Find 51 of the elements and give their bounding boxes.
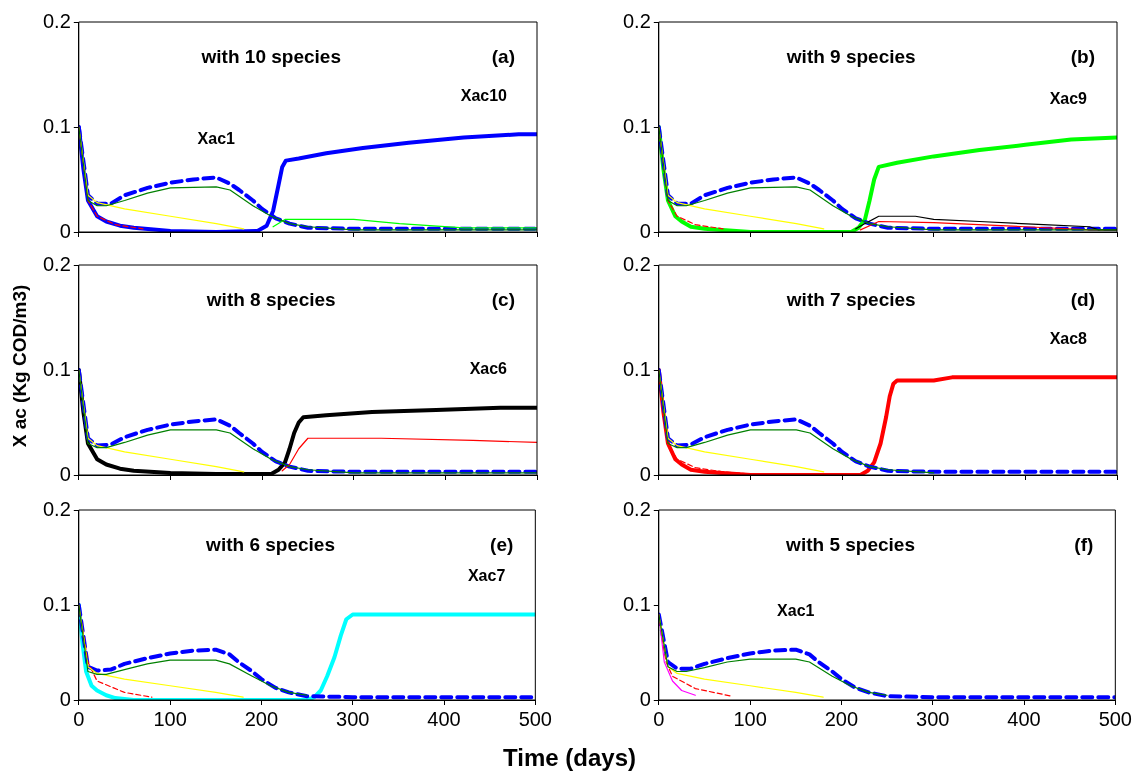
annotation: (d) [1070, 289, 1095, 311]
y-tick-label: 0 [639, 462, 651, 485]
series-label: Xac8 [1049, 329, 1088, 347]
y-tick-label: 0 [639, 219, 651, 242]
y-tick-label: 0 [59, 462, 71, 485]
series-label: Xac1 [777, 602, 815, 620]
y-tick-label: 0.1 [42, 114, 71, 137]
y-tick-label: 0.2 [622, 497, 651, 520]
x-axis-title: Time (days) [502, 744, 637, 772]
x-tick-label: 0 [653, 707, 665, 730]
x-tick-label: 200 [824, 707, 859, 730]
annotation: (c) [491, 289, 515, 311]
text: with 8 species [205, 289, 336, 311]
annotation: (e) [490, 534, 514, 556]
y-tick-label: 0 [59, 687, 71, 710]
x-tick-label: 500 [518, 707, 552, 730]
x-tick-label: 400 [427, 707, 461, 730]
y-tick-label: 0.2 [622, 9, 651, 32]
y-tick-label: 0.1 [42, 357, 71, 380]
y-tick-label: 0.1 [622, 114, 651, 137]
x-tick-label: 500 [1098, 707, 1132, 730]
annotation: (a) [491, 46, 515, 68]
text: with 9 species [785, 46, 916, 68]
text: with 7 species [785, 289, 916, 311]
y-axis-title: X ac (Kg COD/m3) [9, 283, 31, 450]
text: with 5 species [785, 534, 915, 556]
y-tick-label: 0.1 [42, 592, 71, 615]
x-tick-label: 300 [336, 707, 370, 730]
y-tick-label: 0.2 [42, 497, 71, 520]
x-tick-label: 200 [244, 707, 279, 730]
text: with 6 species [205, 534, 335, 556]
x-tick-label: 0 [73, 707, 85, 730]
series-label: Xac6 [469, 360, 508, 378]
series-label: Xac9 [1049, 89, 1088, 107]
text: with 10 species [200, 46, 341, 68]
x-tick-label: 100 [153, 707, 187, 730]
y-tick-label: 0.2 [42, 9, 71, 32]
annotation: (f) [1074, 534, 1094, 556]
x-tick-label: 300 [916, 707, 950, 730]
x-tick-label: 400 [1007, 707, 1041, 730]
x-tick-label: 100 [733, 707, 767, 730]
y-tick-label: 0 [639, 687, 651, 710]
y-tick-label: 0.2 [42, 252, 71, 275]
series-label: Xac10 [460, 86, 508, 104]
text: Xac1 [197, 129, 236, 147]
y-tick-label: 0 [59, 219, 71, 242]
series-label: Xac7 [467, 566, 506, 584]
y-tick-label: 0.1 [622, 357, 651, 380]
y-tick-label: 0.1 [622, 592, 651, 615]
annotation: (b) [1070, 46, 1095, 68]
y-tick-label: 0.2 [622, 252, 651, 275]
